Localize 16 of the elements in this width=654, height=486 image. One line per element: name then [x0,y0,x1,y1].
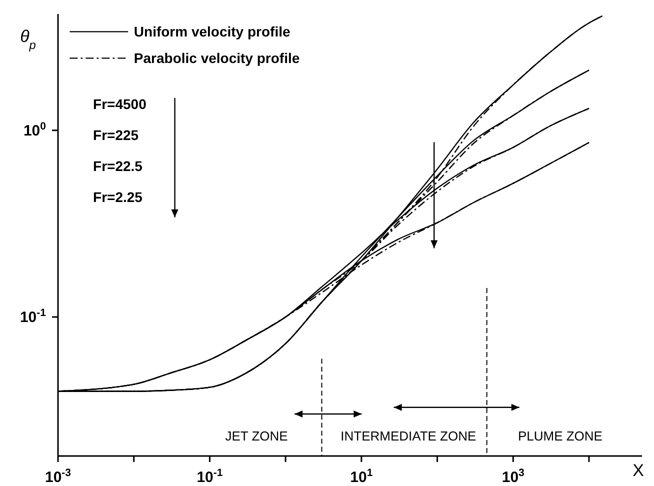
annotation: Fr=4500 [93,96,147,112]
y-axis-title: θ$_{p}$ [20,27,36,52]
y-tick-label: 10$^{0}$ [23,120,46,140]
annotation: Fr=2.25 [93,188,143,205]
annotation: JET ZONE [225,428,288,444]
annotation: Fr=22.5 [93,158,143,174]
x-tick-label: 10$^{1}$ [350,467,373,486]
x-tick-label: 10$^{-1}$ [196,467,223,486]
annotation: PLUME ZONE [518,428,603,444]
legend-label: Uniform velocity profile [134,24,290,40]
x-tick-label: 10$^{-3}$ [44,467,72,486]
annotation: Fr=225 [93,126,139,143]
legend-label: Parabolic velocity profile [134,50,300,66]
annotation: INTERMEDIATE ZONE [340,428,476,444]
x-axis-title: X [632,461,644,480]
x-tick-label: 10$^{3}$ [502,467,525,486]
